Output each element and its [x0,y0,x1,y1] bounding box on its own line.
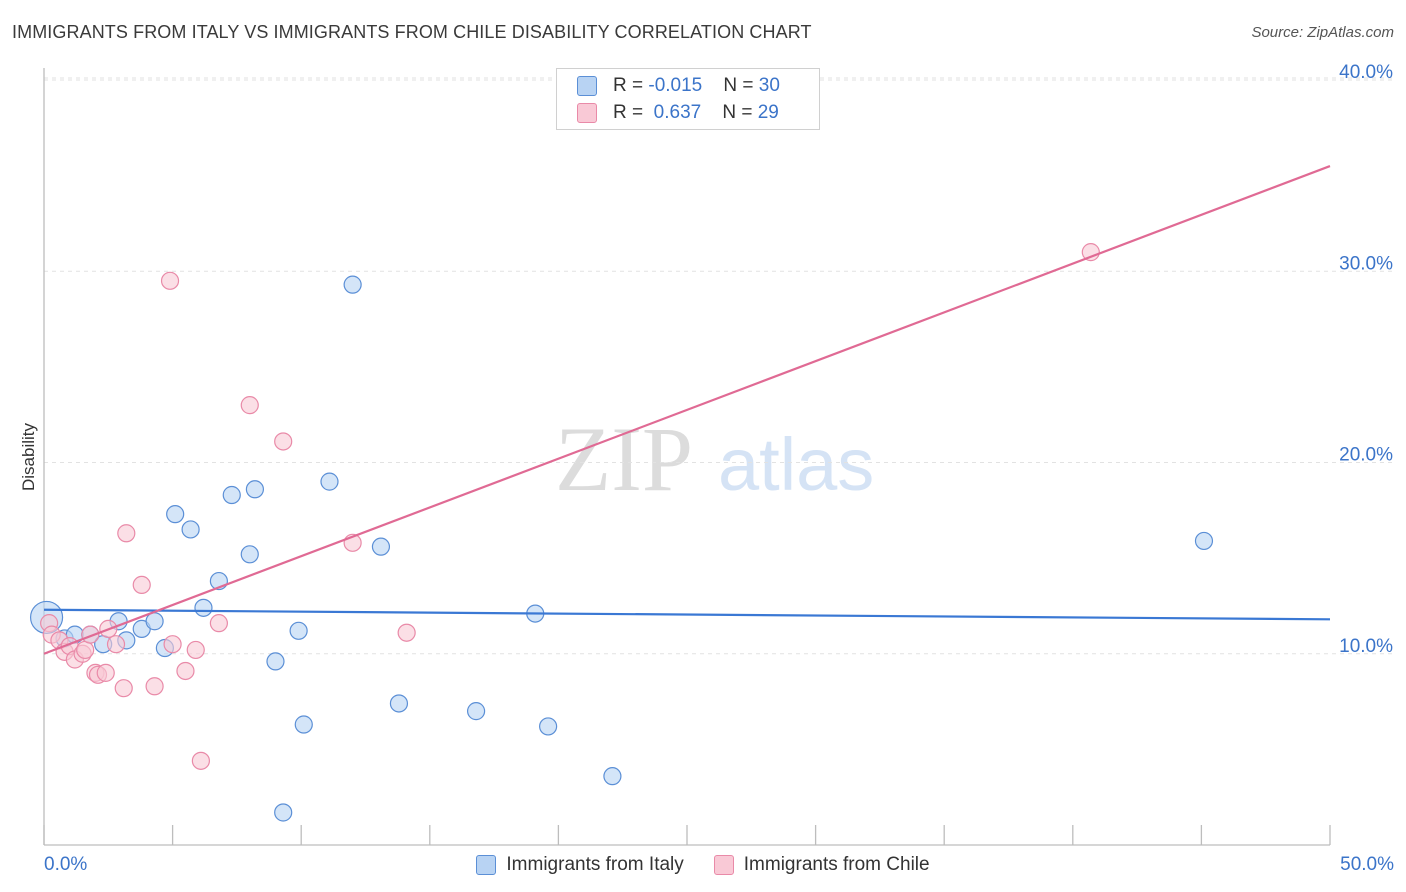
stats-r-value: -0.015 [648,75,703,96]
chile-point [397,623,416,642]
chile-point [160,271,180,290]
stats-row-chile: R = 0.637 N = 29 [577,100,779,126]
italy-point [145,612,164,631]
source-label: Source: ZipAtlas.com [1251,24,1394,41]
chile-point [191,751,210,770]
stats-swatch-italy [577,76,597,96]
chile-point [96,663,115,682]
chile-point [176,661,195,681]
italy-point [603,767,622,786]
chile-point [274,432,293,451]
y-tick-label: 40.0% [1339,62,1393,83]
stats-r-label: R = [613,102,649,123]
stats-n-label: N = [722,102,758,123]
legend-label-italy: Immigrants from Italy [506,854,684,875]
y-axis-label: Disability [19,422,38,491]
italy-point [194,598,213,617]
italy-point [222,485,241,505]
italy-point [1194,531,1214,551]
chile-point [1081,243,1100,262]
chile-point [132,575,151,595]
italy-point [274,803,293,822]
chile-point [114,679,133,698]
italy-point [266,652,285,671]
chile-point [163,635,182,654]
chile-point [76,640,95,660]
stats-swatch-chile [577,103,597,123]
y-tick-label: 10.0% [1339,636,1393,657]
chile-point [209,614,228,633]
italy-point [294,715,313,734]
y-tick-label: 30.0% [1339,253,1393,274]
stats-n-value: 30 [758,75,780,96]
stats-r-value: 0.637 [648,102,702,123]
stats-n-label: N = [723,75,759,96]
chile-trend-line [43,165,1331,655]
chile-point [240,396,259,415]
legend-item-italy[interactable]: Immigrants from Italy [476,852,684,878]
stats-legend: R = -0.015 N = 30 R = 0.637 N = 29 [556,68,820,130]
legend-label-chile: Immigrants from Chile [743,854,930,875]
italy-point [181,520,200,539]
watermark-atlas: atlas [718,423,874,506]
legend-item-chile[interactable]: Immigrants from Chile [713,852,930,878]
italy-point [240,545,259,564]
stats-r-label: R = [613,75,649,96]
chile-point [145,677,164,696]
stats-n-value: 29 [757,102,779,123]
stats-row-italy: R = -0.015 N = 30 [577,73,780,99]
watermark-zip: ZIP [555,408,693,510]
italy-point [539,717,558,736]
x-tick-label-min: 0.0% [44,854,87,875]
italy-point [389,694,409,713]
legend-swatch-chile [713,855,734,875]
italy-point [343,275,362,294]
italy-point [289,621,308,640]
y-tick-label: 20.0% [1339,445,1393,466]
chile-point [106,635,126,654]
x-tick-label-max: 50.0% [1340,854,1394,875]
chart-title: IMMIGRANTS FROM ITALY VS IMMIGRANTS FROM… [12,22,812,42]
italy-point [245,480,265,499]
italy-point [371,537,391,556]
chile-point [117,524,136,543]
italy-trend-line [43,608,1331,621]
italy-point [166,505,185,524]
italy-point [466,702,486,721]
bottom-legend: Immigrants from Italy Immigrants from Ch… [0,852,1406,878]
chile-point [186,640,205,660]
italy-point [320,472,339,491]
legend-swatch-italy [476,855,497,875]
